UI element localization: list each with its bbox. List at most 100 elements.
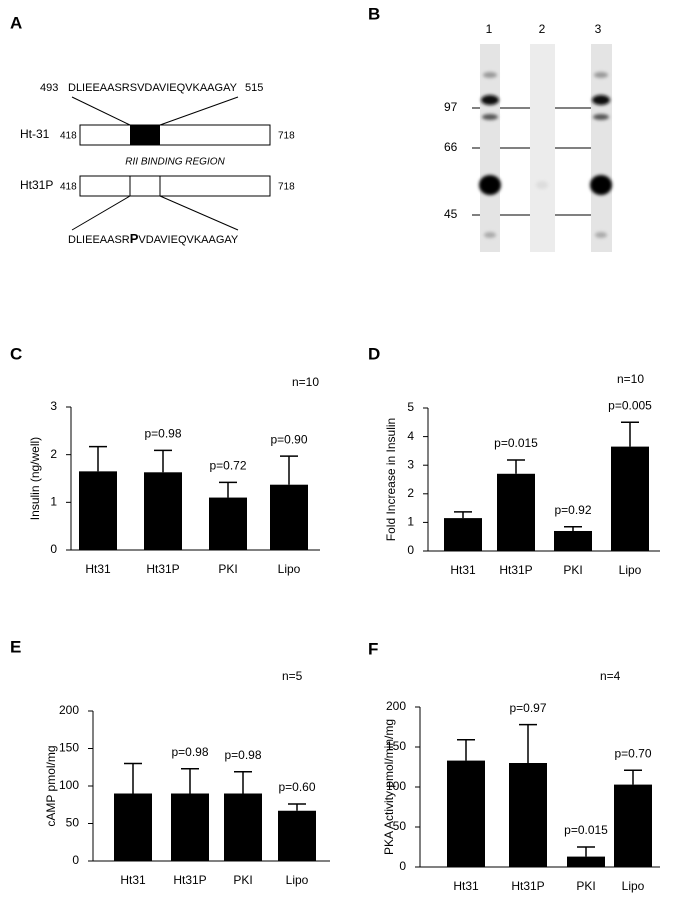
p-value-label: p=0.98 — [144, 427, 181, 441]
x-tick-label: Ht31P — [511, 879, 544, 893]
bar — [509, 763, 547, 867]
lane-label: 3 — [595, 22, 602, 36]
end-label: 718 — [278, 182, 295, 193]
bar — [444, 518, 482, 551]
y-axis-label: Fold Increase in Insulin — [384, 418, 398, 541]
start-label: 418 — [60, 182, 77, 193]
construct-box — [79, 175, 271, 197]
x-tick-label: Ht31P — [499, 563, 532, 577]
y-tick-label: 100 — [59, 778, 79, 792]
connector — [159, 195, 239, 231]
panel-letter: F — [368, 639, 378, 658]
x-tick-label: PKI — [563, 563, 582, 577]
lane-label: 1 — [486, 22, 493, 36]
x-tick-label: Ht31P — [173, 873, 206, 887]
y-tick-label: 200 — [386, 699, 406, 713]
marker-label: 66 — [444, 140, 458, 154]
x-tick-label: Lipo — [619, 563, 642, 577]
bar — [144, 472, 182, 550]
marker-label: 45 — [444, 207, 458, 221]
y-tick-label: 2 — [50, 447, 57, 461]
annotation: n=5 — [282, 669, 303, 683]
x-tick-label: PKI — [233, 873, 252, 887]
x-tick-label: Ht31 — [85, 562, 111, 576]
y-tick-label: 1 — [407, 515, 414, 529]
construct-label: Ht31P — [20, 178, 53, 192]
bar — [447, 760, 485, 867]
y-tick-label: 100 — [386, 779, 406, 793]
panel-letter: B — [368, 4, 380, 23]
x-tick-label: Lipo — [286, 873, 309, 887]
mutant-sequence: DLIEEAASRPVDAVIEQVKAAGAY — [68, 231, 239, 246]
blot-lane — [530, 44, 555, 252]
y-tick-label: 4 — [407, 429, 414, 443]
bar — [224, 793, 262, 861]
connector — [71, 195, 131, 231]
bar — [611, 446, 649, 551]
x-tick-label: Ht31P — [146, 562, 179, 576]
y-axis-label: Insulin (ng/well) — [28, 437, 42, 520]
p-value-label: p=0.70 — [614, 746, 651, 760]
bar — [209, 497, 247, 550]
p-value-label: p=0.92 — [554, 503, 591, 517]
y-tick-label: 50 — [393, 819, 407, 833]
bar — [114, 793, 152, 861]
y-axis-label: PKA Activity pmol/min/mg — [382, 719, 396, 855]
x-tick-label: Ht31 — [120, 873, 146, 887]
bar — [554, 530, 592, 551]
panel-letter: C — [10, 344, 22, 363]
end-label: 718 — [278, 131, 295, 142]
annotation: n=4 — [600, 669, 621, 683]
region-label: RII BINDING REGION — [125, 157, 225, 168]
p-value-label: p=0.72 — [209, 458, 246, 472]
bar — [497, 473, 535, 551]
y-tick-label: 0 — [399, 859, 406, 873]
panel-a: A 493 DLIEEAASRSVDAVIEQVKAAGAY 515 Ht-31… — [10, 13, 295, 246]
p-value-label: p=0.90 — [270, 432, 307, 446]
sequence-end: 515 — [245, 82, 263, 94]
connector — [159, 96, 239, 126]
mutation: P — [130, 231, 139, 246]
annotation: n=10 — [292, 375, 319, 389]
bar — [567, 856, 605, 867]
bar — [270, 484, 308, 550]
y-tick-label: 0 — [50, 542, 57, 556]
y-axis-label: cAMP pmol/mg — [44, 745, 58, 826]
p-value-label: p=0.97 — [509, 701, 546, 715]
y-tick-label: 150 — [59, 741, 79, 755]
y-tick-label: 3 — [407, 457, 414, 471]
y-tick-label: 150 — [386, 739, 406, 753]
bar — [278, 810, 316, 861]
marker-lines — [472, 107, 591, 216]
y-tick-label: 3 — [50, 399, 57, 413]
sequence-start: 493 — [40, 82, 58, 94]
x-tick-label: PKI — [218, 562, 237, 576]
y-tick-label: 50 — [66, 816, 80, 830]
p-value-label: p=0.98 — [224, 748, 261, 762]
y-tick-label: 2 — [407, 486, 414, 500]
lane-label: 2 — [539, 22, 546, 36]
p-value-label: p=0.60 — [278, 780, 315, 794]
x-tick-label: PKI — [576, 879, 595, 893]
x-tick-label: Ht31 — [450, 563, 476, 577]
x-tick-label: Ht31 — [453, 879, 479, 893]
bar — [171, 793, 209, 861]
bar — [614, 784, 652, 867]
p-value-label: p=0.015 — [564, 823, 608, 837]
bands — [479, 72, 612, 238]
p-value-label: p=0.98 — [171, 745, 208, 759]
panel-letter: A — [10, 13, 22, 32]
y-tick-label: 1 — [50, 495, 57, 509]
annotation: n=10 — [617, 372, 644, 386]
panel-b: B 1 2 3 97 66 45 — [368, 4, 612, 252]
panel-letter: E — [10, 637, 21, 656]
construct-box — [79, 124, 271, 146]
x-tick-label: Lipo — [622, 879, 645, 893]
binding-region — [130, 125, 160, 145]
y-tick-label: 0 — [407, 543, 414, 557]
sequence-part: DLIEEAASR — [68, 234, 130, 246]
sequence-part: VDAVIEQVKAAGAY — [138, 234, 239, 246]
connector — [71, 96, 131, 126]
y-tick-label: 0 — [72, 853, 79, 867]
